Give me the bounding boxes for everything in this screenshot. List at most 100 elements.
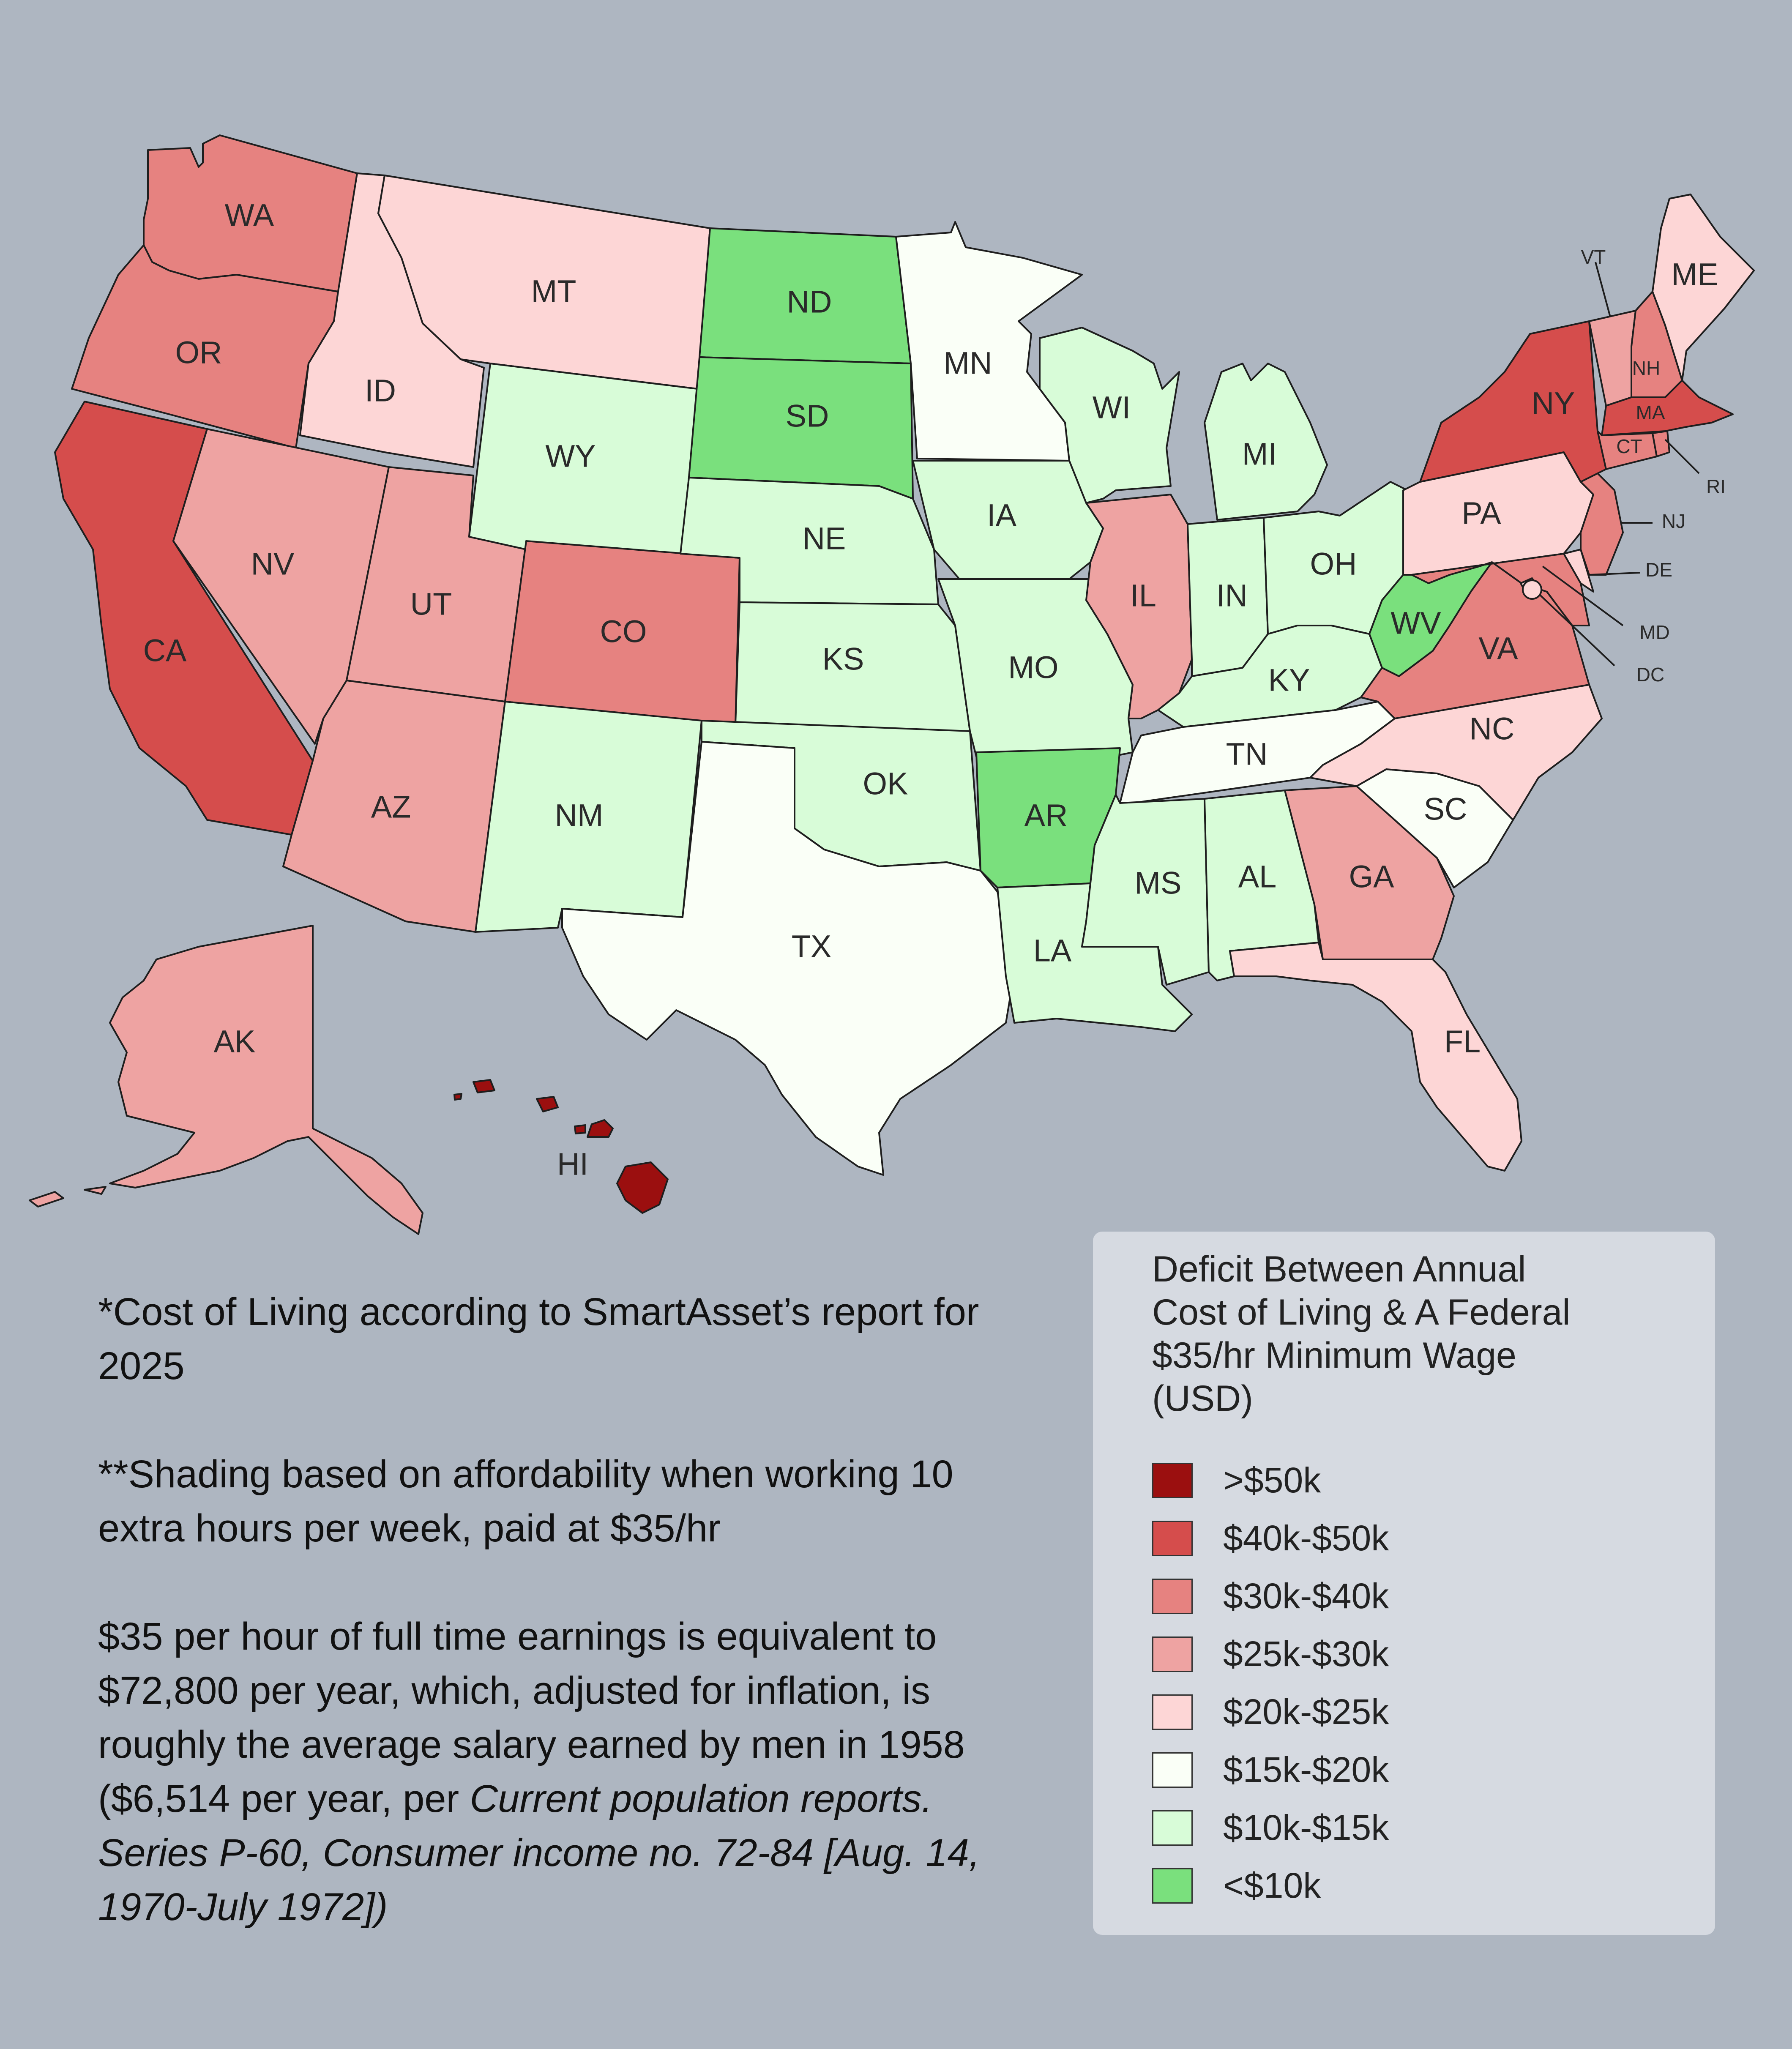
- legend: Deficit Between Annual Cost of Living & …: [1093, 1232, 1715, 1935]
- state-WI: [1039, 327, 1180, 504]
- label-NM: NM: [555, 798, 603, 833]
- legend-swatch: [1152, 1578, 1193, 1614]
- notes: *Cost of Living according to SmartAsset’…: [98, 1285, 1007, 1934]
- legend-item: $20k-$25k: [1152, 1683, 1389, 1741]
- legend-swatch: [1152, 1520, 1193, 1556]
- legend-items: >$50k $40k-$50k $30k-$40k $25k-$30k $20k…: [1152, 1451, 1389, 1915]
- note-shading: **Shading based on affordability when wo…: [98, 1453, 953, 1550]
- legend-title: Deficit Between Annual Cost of Living & …: [1152, 1248, 1702, 1420]
- label-NH: NH: [1632, 357, 1660, 379]
- label-AZ: AZ: [371, 790, 411, 825]
- legend-item: $10k-$15k: [1152, 1799, 1389, 1857]
- label-DC: DC: [1636, 664, 1664, 686]
- state-MA: [1601, 380, 1734, 436]
- label-OK: OK: [863, 766, 908, 801]
- label-TX: TX: [792, 929, 832, 964]
- legend-label: $15k-$20k: [1223, 1750, 1389, 1789]
- state-MI: [1204, 363, 1328, 521]
- legend-label: $20k-$25k: [1223, 1692, 1389, 1732]
- label-MS: MS: [1135, 866, 1182, 901]
- state-RI: [1652, 430, 1670, 457]
- state-VT: [1588, 310, 1636, 407]
- note-equivalence-text: $35 per hour of full time earnings is eq…: [98, 1615, 965, 1820]
- label-OR: OR: [175, 335, 222, 370]
- legend-item: <$10k: [1152, 1857, 1389, 1915]
- legend-label: $30k-$40k: [1223, 1576, 1389, 1616]
- label-NV: NV: [251, 546, 295, 582]
- legend-item: $15k-$20k: [1152, 1741, 1389, 1799]
- legend-title-line: (USD): [1152, 1378, 1253, 1419]
- label-ME: ME: [1672, 257, 1718, 292]
- label-VA: VA: [1478, 631, 1518, 666]
- legend-label: $25k-$30k: [1223, 1634, 1389, 1674]
- label-DE: DE: [1645, 559, 1672, 581]
- legend-label: $40k-$50k: [1223, 1518, 1389, 1558]
- label-OH: OH: [1310, 546, 1357, 582]
- label-AL: AL: [1238, 859, 1277, 894]
- state-NY: [1419, 320, 1607, 483]
- legend-label: <$10k: [1223, 1866, 1321, 1905]
- legend-title-line: $35/hr Minimum Wage: [1152, 1335, 1516, 1376]
- legend-swatch: [1152, 1694, 1193, 1730]
- label-UT: UT: [410, 587, 452, 622]
- legend-swatch: [1152, 1810, 1193, 1846]
- state-KY: [1157, 625, 1383, 728]
- label-ID: ID: [365, 373, 396, 408]
- label-MT: MT: [531, 274, 576, 309]
- note-citation: Current population reports. Series P-60,…: [98, 1777, 980, 1929]
- legend-title-line: Deficit Between Annual: [1152, 1249, 1526, 1290]
- legend-item: $25k-$30k: [1152, 1625, 1389, 1683]
- note-source: *Cost of Living according to SmartAsset’…: [98, 1290, 979, 1388]
- state-NJ: [1580, 473, 1624, 576]
- label-NE: NE: [803, 521, 846, 556]
- legend-swatch: [1152, 1868, 1193, 1904]
- label-WI: WI: [1093, 390, 1131, 425]
- state-CA: [54, 401, 314, 836]
- label-MA: MA: [1636, 402, 1665, 423]
- legend-item: $40k-$50k: [1152, 1509, 1389, 1567]
- legend-label: >$50k: [1223, 1460, 1321, 1500]
- legend-item: $30k-$40k: [1152, 1567, 1389, 1625]
- label-MO: MO: [1008, 650, 1058, 685]
- legend-title-line: Cost of Living & A Federal: [1152, 1292, 1571, 1333]
- state-AK-islands: [29, 1186, 107, 1208]
- legend-item: >$50k: [1152, 1451, 1389, 1509]
- state-ME: [1652, 194, 1755, 381]
- label-GA: GA: [1349, 859, 1395, 894]
- state-DE: [1563, 549, 1594, 593]
- label-KS: KS: [822, 642, 864, 677]
- label-IL: IL: [1130, 578, 1156, 613]
- label-TN: TN: [1226, 737, 1268, 772]
- label-AR: AR: [1024, 798, 1068, 833]
- label-MI: MI: [1242, 437, 1277, 472]
- label-IA: IA: [987, 498, 1017, 533]
- label-HI: HI: [557, 1147, 588, 1182]
- state-AK: [109, 925, 423, 1235]
- label-PA: PA: [1461, 496, 1501, 531]
- us-map: WA OR CA ID MT NV UT AZ WY CO NM ND SD N…: [29, 134, 1755, 1235]
- label-CT: CT: [1616, 435, 1642, 457]
- label-WV: WV: [1390, 606, 1441, 641]
- legend-label: $10k-$15k: [1223, 1808, 1389, 1847]
- label-CA: CA: [143, 633, 187, 668]
- state-TX: [561, 741, 1015, 1176]
- label-NJ: NJ: [1662, 510, 1685, 532]
- state-HI: [453, 1079, 669, 1214]
- label-IN: IN: [1216, 578, 1248, 613]
- legend-swatch: [1152, 1462, 1193, 1498]
- label-FL: FL: [1444, 1024, 1481, 1059]
- note-equivalence: $35 per hour of full time earnings is eq…: [98, 1609, 1007, 1934]
- state-MN: [895, 221, 1083, 462]
- label-VT: VT: [1581, 246, 1606, 268]
- label-NY: NY: [1532, 386, 1575, 421]
- label-SC: SC: [1424, 792, 1467, 827]
- state-CT: [1597, 430, 1658, 470]
- label-WY: WY: [545, 439, 596, 474]
- label-MN: MN: [943, 346, 992, 381]
- legend-swatch: [1152, 1636, 1193, 1672]
- label-NC: NC: [1470, 711, 1515, 746]
- state-FL: [1229, 942, 1522, 1172]
- label-AK: AK: [214, 1024, 256, 1059]
- label-CO: CO: [600, 614, 647, 649]
- label-LA: LA: [1033, 933, 1072, 968]
